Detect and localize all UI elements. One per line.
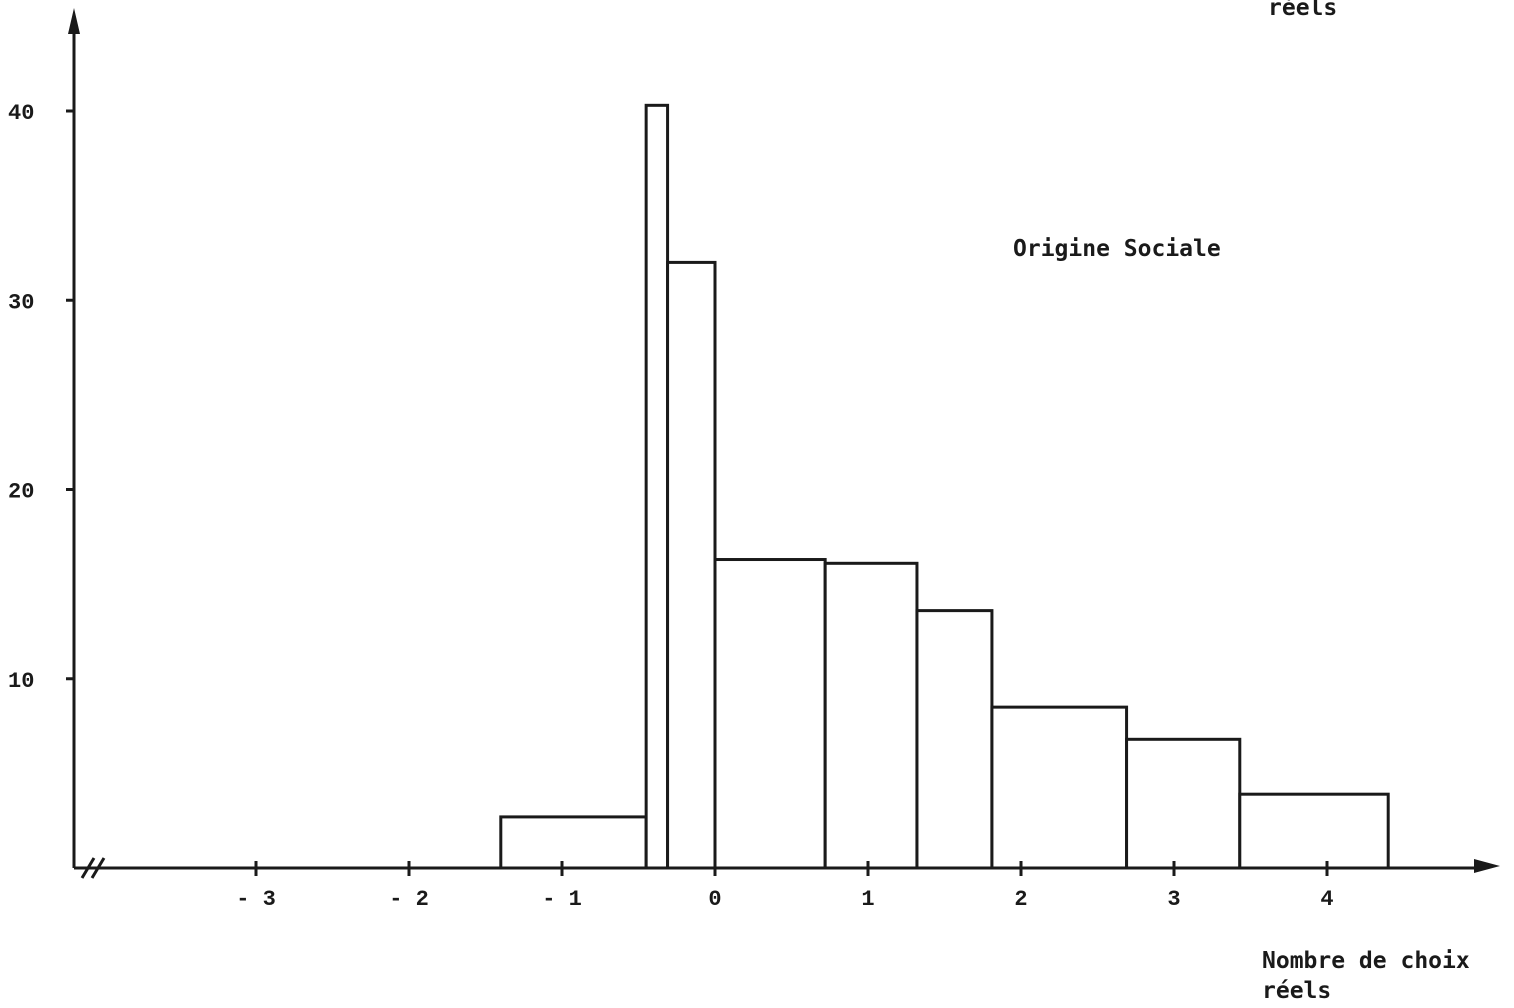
chart-title: Origine Sociale [1013, 236, 1221, 262]
x-tick-label: 0 [708, 887, 721, 912]
histogram-bar-8 [1125, 737, 1242, 870]
y-tick-label: 10 [8, 669, 34, 694]
histogram-bar-2 [644, 103, 670, 870]
x-tick-label: - 2 [389, 887, 429, 912]
y-ticks: 10 20 30 40 [8, 101, 74, 694]
histogram-bar-4 [713, 558, 827, 870]
x-axis-arrow [1474, 859, 1500, 873]
y-axis-arrow [68, 8, 80, 34]
histogram-bar-3 [666, 260, 717, 870]
x-tick-label: 2 [1014, 887, 1027, 912]
histogram-bar-7 [990, 705, 1129, 870]
y-tick-label: 30 [8, 290, 34, 315]
histogram-bar-6 [915, 609, 994, 870]
x-tick-label: - 1 [542, 887, 582, 912]
y-tick-label: 40 [8, 101, 34, 126]
histogram-bar-9 [1238, 792, 1390, 870]
axis-break-mark [80, 857, 106, 879]
y-tick-label: 20 [8, 480, 34, 505]
x-axis-label-line1: Nombre de choix [1262, 948, 1470, 974]
x-tick-label: 4 [1320, 887, 1333, 912]
x-tick-label: - 3 [236, 887, 276, 912]
x-tick-label: 3 [1167, 887, 1180, 912]
histogram-bar-5 [823, 561, 919, 870]
x-tick-label: 1 [861, 887, 874, 912]
x-ticks: - 3 - 2 - 1 0 1 2 3 4 [236, 861, 1334, 912]
top-caption: réels [1268, 0, 1337, 21]
bars [499, 103, 1390, 870]
histogram-bar-1 [499, 815, 648, 870]
x-axis-label-line2: réels [1262, 978, 1331, 1004]
